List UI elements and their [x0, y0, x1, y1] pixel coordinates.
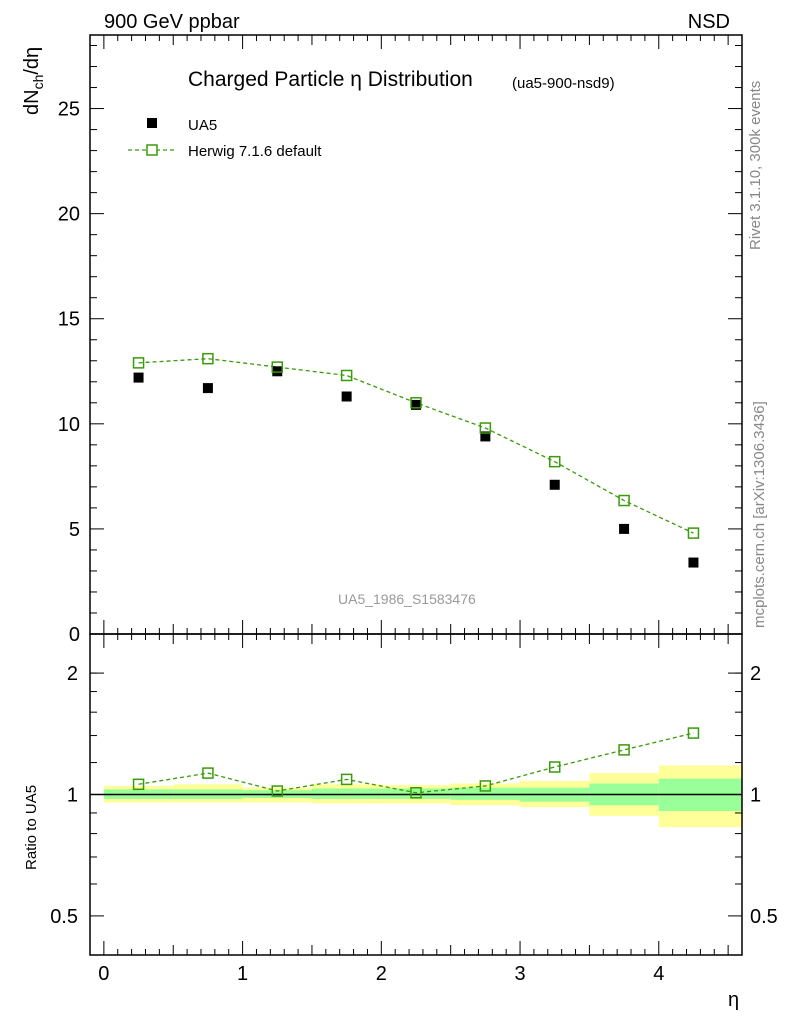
data-point-ua5: [619, 523, 630, 534]
ratio-point: [271, 785, 284, 797]
data-point-ua5: [688, 557, 699, 568]
y-axis-label: dNch/dη: [21, 47, 46, 115]
band-inner: [311, 788, 382, 799]
header-left: 900 GeV ppbar: [104, 11, 240, 33]
data-point-mc: [548, 455, 561, 468]
ratio-point: [687, 727, 700, 739]
ratio-y-tick-label: 0.5: [50, 906, 78, 928]
data-point-ua5: [272, 366, 283, 377]
legend-marker-mc: [146, 144, 158, 156]
ratio-point: [548, 761, 561, 773]
y-tick-label: 5: [69, 519, 80, 541]
header-right: NSD: [688, 11, 730, 33]
data-point-mc: [479, 422, 492, 434]
x-tick-label: 3: [514, 963, 525, 985]
x-tick-label: 2: [376, 963, 387, 985]
ratio-y-tick-label: 1: [67, 785, 78, 807]
y-tick-label: 10: [58, 414, 80, 436]
ratio-y-tick-label-right: 1: [750, 785, 761, 807]
data-point-ua5: [341, 391, 352, 402]
data-point-mc: [618, 494, 630, 507]
ratio-y-tick-label-right: 2: [750, 663, 761, 685]
data-point-mc: [410, 397, 422, 409]
x-tick-label: 4: [653, 963, 664, 985]
x-tick-label: 0: [98, 963, 109, 985]
data-point-mc: [271, 361, 284, 373]
chart-subtitle: (ua5-900-nsd9): [512, 75, 615, 92]
ratio-point: [479, 780, 492, 792]
data-point-ua5: [411, 399, 421, 410]
chart-title: Charged Particle η Distribution: [188, 68, 473, 91]
y-tick-label: 25: [58, 99, 80, 121]
band-inner: [450, 787, 521, 800]
ratio-point: [132, 778, 145, 791]
ratio-point: [340, 773, 353, 786]
watermark: UA5_1986_S1583476: [338, 591, 476, 607]
mc-line: [138, 358, 694, 534]
rivet-label: Rivet 3.1.10, 300k events: [747, 81, 764, 250]
legend: UA5 Herwig 7.1.6 default: [128, 117, 322, 160]
ratio-point: [618, 744, 630, 756]
y-tick-label: 0: [69, 624, 80, 646]
mcplots-label: mcplots.cern.ch [arXiv:1306.3436]: [751, 401, 768, 628]
ratio-y-axis-label: Ratio to UA5: [23, 785, 40, 870]
ratio-line: [138, 732, 694, 794]
data-point-ua5: [549, 479, 560, 490]
data-point-ua5: [133, 372, 144, 383]
legend-marker-ua5: [147, 118, 157, 128]
legend-label-mc: Herwig 7.1.6 default: [188, 143, 322, 160]
ratio-y-tick-label: 2: [67, 663, 78, 685]
data-point-mc: [202, 352, 214, 365]
data-point-ua5: [202, 383, 213, 394]
y-tick-label: 15: [58, 309, 80, 331]
data-point-mc: [132, 357, 145, 369]
ratio-point: [410, 787, 422, 799]
legend-label-ua5: UA5: [188, 117, 217, 134]
x-tick-label: 1: [237, 963, 248, 985]
x-axis-label: η: [728, 989, 739, 1011]
ratio-y-tick-label-right: 0.5: [750, 906, 778, 928]
data-point-ua5: [480, 431, 491, 442]
data-point-mc: [687, 527, 700, 539]
band-inner: [381, 788, 451, 799]
y-tick-label: 20: [58, 204, 80, 226]
data-point-mc: [340, 369, 353, 382]
ratio-point: [202, 767, 214, 779]
